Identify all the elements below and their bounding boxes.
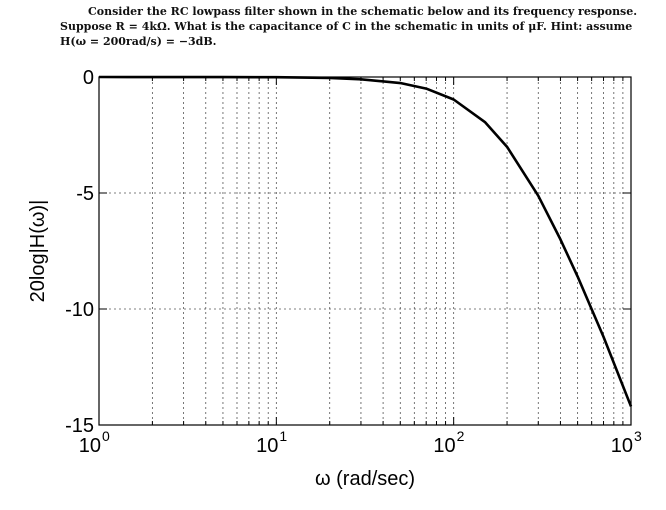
y-tick-label: -5 — [76, 183, 94, 205]
x-tick-labels: 10 0 10 1 10 2 10 3 — [79, 428, 642, 457]
x-tick-label-base: 10 — [79, 435, 101, 457]
x-tick-label: 10 1 — [256, 428, 287, 457]
x-tick-label: 10 0 — [79, 428, 110, 457]
question-text: Consider the RC lowpass filter shown in … — [60, 4, 640, 49]
x-tick-label-base: 10 — [611, 435, 633, 457]
y-tick-label: 0 — [83, 67, 94, 89]
question-line-2: Suppose R = 4kΩ. What is the capacitance… — [60, 20, 633, 33]
y-tick-labels: 0 -5 -10 -15 — [65, 67, 94, 437]
series-line — [98, 75, 633, 407]
plot-frame — [98, 76, 632, 426]
x-tick-label-exponent: 2 — [457, 428, 465, 444]
question-line-1: Consider the RC lowpass filter shown in … — [88, 5, 638, 18]
x-tick-label-exponent: 3 — [634, 428, 642, 444]
y-tick-label: -15 — [65, 415, 94, 437]
question-line-3: H(ω = 200rad/s) = −3dB. — [60, 35, 217, 48]
x-tick-label: 10 3 — [611, 428, 642, 457]
x-tick-label-exponent: 0 — [102, 428, 110, 444]
x-tick-label: 10 2 — [433, 428, 464, 457]
y-tick-label: -10 — [65, 299, 94, 321]
x-tick-label-base: 10 — [256, 435, 278, 457]
x-tick-label-exponent: 1 — [279, 428, 287, 444]
x-tick-label-base: 10 — [433, 435, 455, 457]
y-axis-label: 20log|H(ω)| — [27, 200, 49, 303]
x-axis-label: ω (rad/sec) — [315, 468, 415, 490]
tick-marks — [99, 77, 631, 425]
grid — [99, 77, 631, 425]
